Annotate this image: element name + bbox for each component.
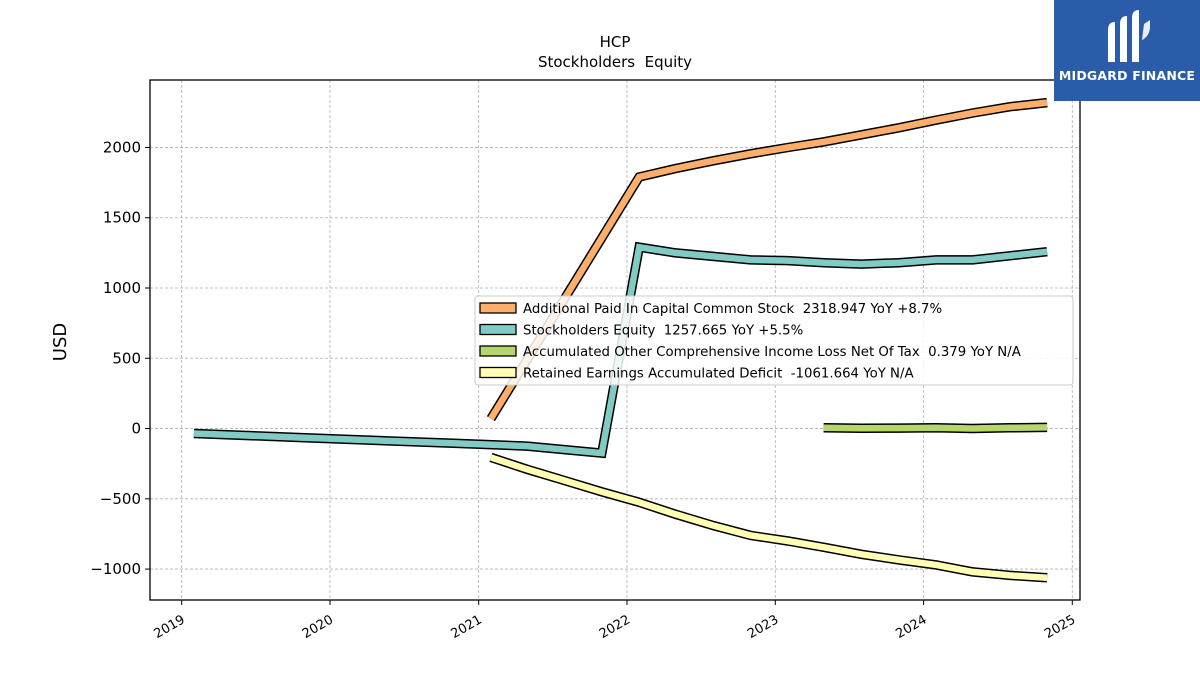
series-line-1 [488,99,1048,421]
y-tick-label: 1000 [103,279,141,297]
legend-label: Stockholders Equity 1257.665 YoY +5.5% [523,324,803,339]
chart-subtitle: Stockholders Equity [538,53,692,71]
series-lines [193,97,1048,583]
y-tick-label: 1500 [103,209,141,227]
y-tick-label: 500 [112,349,141,367]
watermark-text: MIDGARD FINANCE [1058,68,1196,83]
x-tick-label: 2022 [597,612,633,642]
series-line-3 [823,424,1048,432]
x-tick-label: 2019 [152,612,188,642]
x-tick-label: 2024 [893,612,929,642]
midgard-finance-logo: MIDGARD FINANCE [1054,0,1200,101]
y-axis-label: USD [50,323,71,361]
legend-label: Accumulated Other Comprehensive Income L… [523,345,1021,360]
legend-swatch [479,323,517,336]
x-tick-label: 2021 [449,612,485,642]
y-tick-label: 2000 [103,138,141,156]
midgard-logo-icon [1108,10,1150,62]
axis-ticks: 2000 1500 1000 500 0 −500 −1000 2019 2020 2021 202… [90,138,1078,642]
legend: Additional Paid In Capital Common Stock … [474,295,1074,386]
legend-swatch [479,345,517,357]
y-tick-label: 0 [131,420,141,438]
plot-frame [149,79,1081,601]
y-tick-label: −1000 [90,560,141,578]
series-line-4 [489,454,1048,582]
series-line-outline [489,452,1048,583]
y-tick-label: −500 [100,490,141,508]
x-tick-label: 2023 [745,612,781,642]
x-tick-label: 2020 [300,612,336,642]
legend-label: Retained Earnings Accumulated Deficit -1… [523,367,914,382]
x-tick-label: 2025 [1042,612,1078,642]
legend-label: Additional Paid In Capital Common Stock … [523,302,942,317]
legend-swatch [479,366,517,379]
chart-title: HCP [600,33,631,51]
legend-swatch [479,302,517,314]
series-line-2 [193,243,1048,457]
legend-box [474,295,1074,386]
